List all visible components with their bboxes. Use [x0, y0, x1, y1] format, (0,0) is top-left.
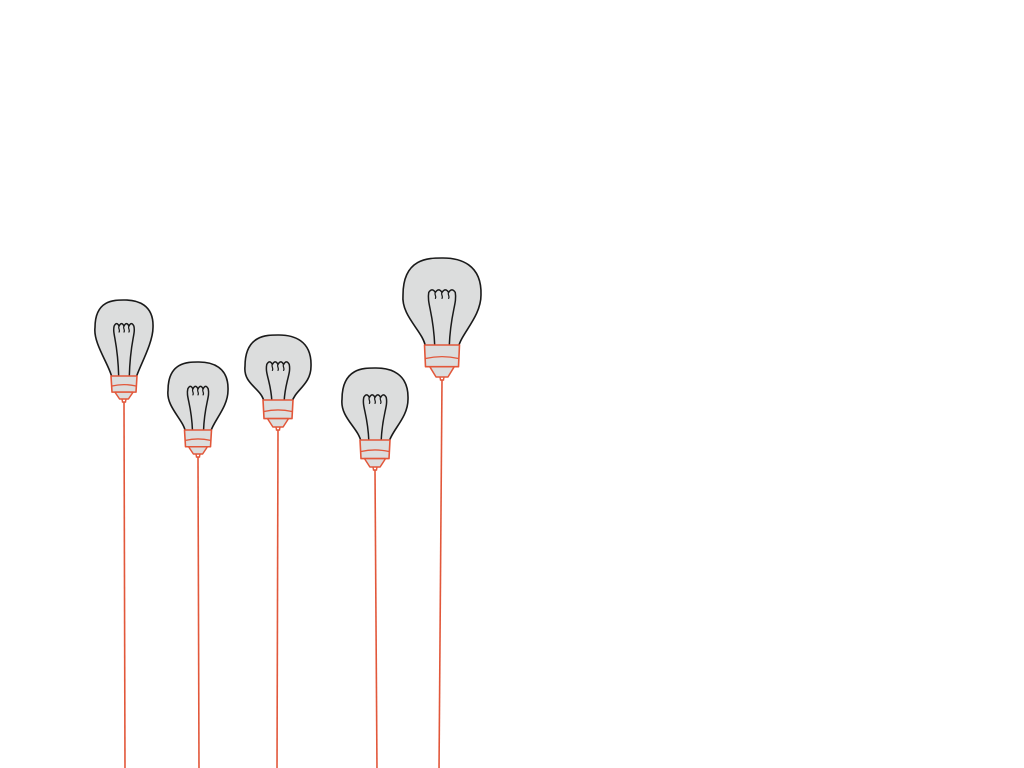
bulbs-group [94, 257, 482, 768]
base-contact [372, 466, 378, 471]
light-bulb-icon [167, 361, 229, 433]
filament-curl [122, 325, 126, 333]
screw-thread [425, 355, 459, 360]
screw-thread [360, 449, 390, 453]
bulb-1 [94, 299, 154, 768]
screw-thread [185, 438, 211, 442]
base-contact [275, 426, 281, 431]
filament-curl [196, 388, 200, 396]
base-tip [114, 391, 134, 400]
filament-curl [271, 363, 274, 371]
base-contact [439, 376, 445, 381]
filament-curl [118, 325, 121, 333]
light-bulb-icon [402, 257, 482, 348]
screw-base-icon [262, 399, 294, 420]
string-line [197, 456, 200, 768]
bulb-4 [341, 367, 409, 768]
filament-curl [434, 291, 437, 299]
base-tip [429, 365, 455, 378]
filament-curl [282, 363, 285, 371]
screw-base-icon [423, 344, 461, 368]
filament-curl [440, 291, 444, 299]
light-bulb-icon [341, 367, 409, 443]
bulb-2 [167, 361, 229, 768]
string-line [123, 401, 126, 768]
screw-thread [263, 409, 293, 413]
filament-curl [127, 325, 130, 333]
base-contact [121, 398, 127, 403]
screw-base-icon [359, 439, 391, 460]
base-tip [187, 445, 209, 455]
filament-curl [368, 396, 371, 404]
base-contact [195, 453, 201, 458]
filament-curl [202, 388, 205, 396]
base-tip [266, 417, 290, 428]
string-line [374, 469, 378, 768]
bulb-5 [402, 257, 482, 768]
filament-curl [447, 291, 450, 299]
light-bulb-icon [94, 299, 154, 379]
filament-curl [373, 396, 377, 404]
string-line [438, 379, 443, 768]
string-line [276, 429, 279, 768]
filament-curl [191, 388, 194, 396]
bulb-3 [244, 334, 312, 768]
filament-curl [276, 363, 280, 371]
base-tip [363, 457, 387, 468]
screw-thread [111, 383, 137, 387]
filament-curl [379, 396, 382, 404]
